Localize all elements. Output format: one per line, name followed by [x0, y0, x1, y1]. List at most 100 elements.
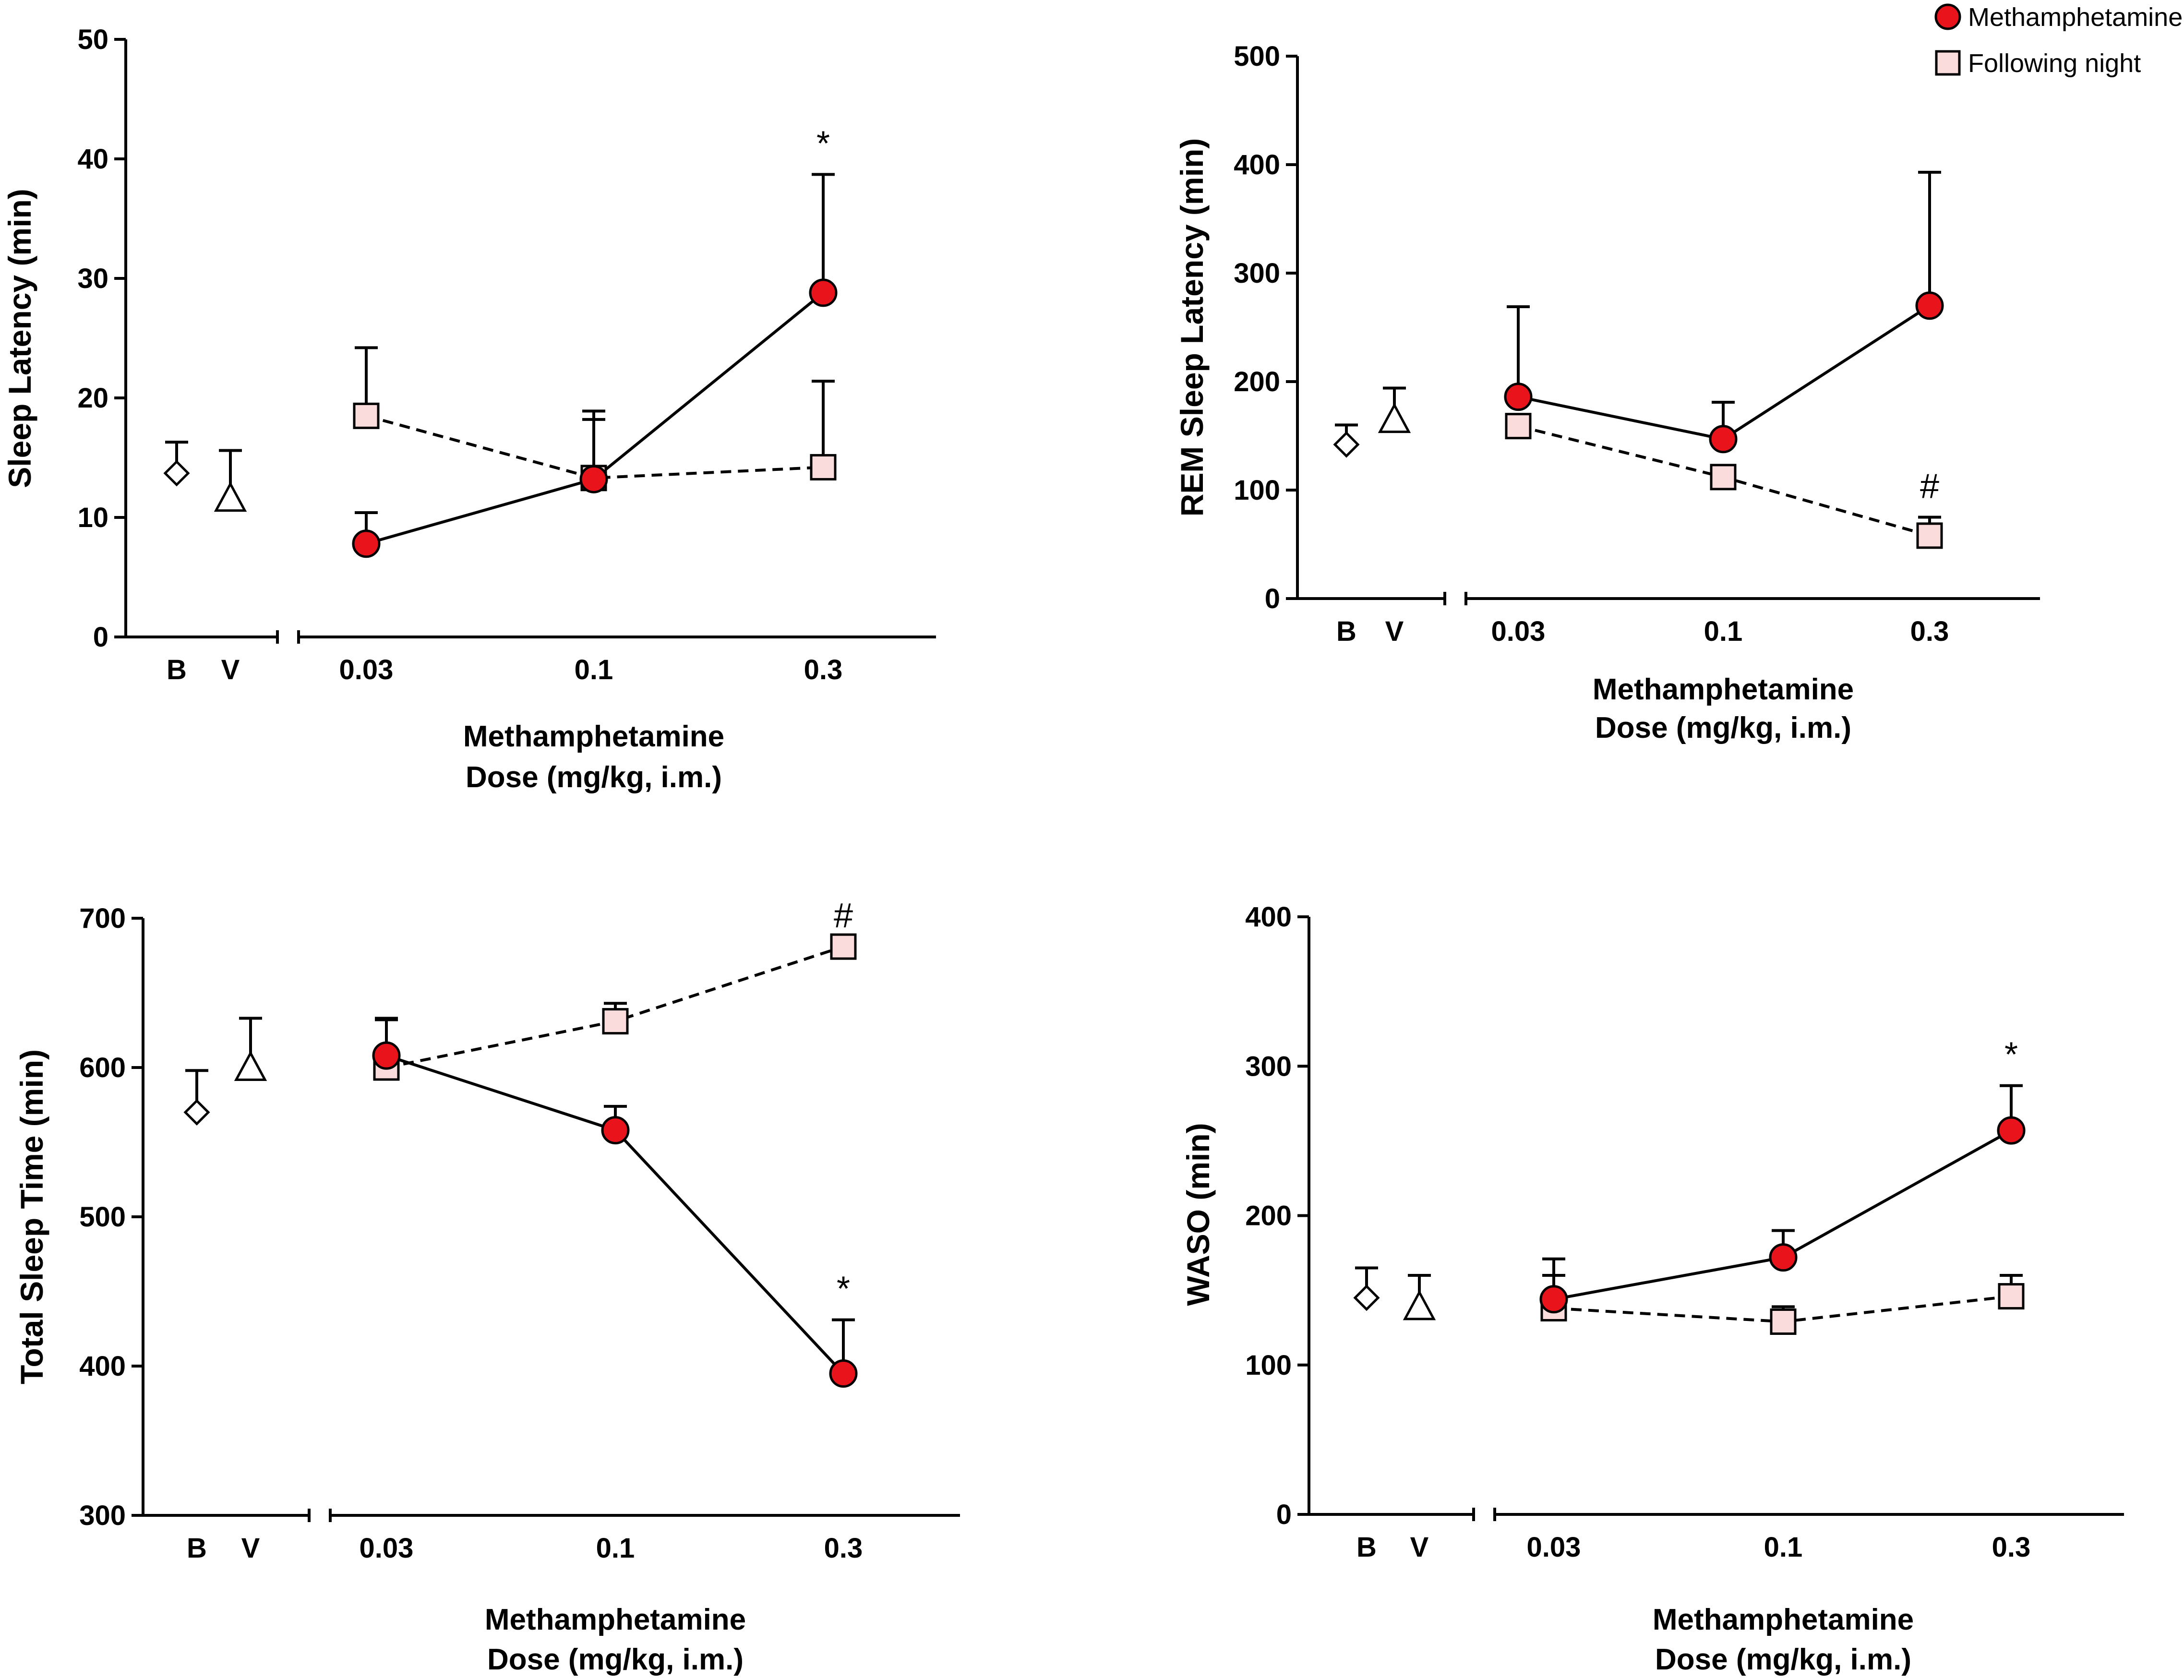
y-tick-label: 0: [1276, 1499, 1292, 1530]
x-tick-label-v: V: [241, 1533, 260, 1564]
y-tick-label: 10: [77, 502, 108, 533]
x-tick-label-v: V: [1410, 1532, 1429, 1563]
significance-hash: #: [1920, 468, 1939, 506]
y-tick-label: 500: [79, 1201, 126, 1233]
x-tick-label-b: B: [187, 1533, 207, 1564]
x-tick-label-v: V: [221, 654, 240, 685]
methamphetamine-point: [809, 278, 838, 307]
methamphetamine-point: [1769, 1243, 1798, 1272]
following-night-point: [353, 402, 380, 429]
baseline-diamond-marker: [1353, 1284, 1380, 1311]
legend-methamphetamine-marker: [1934, 3, 1961, 30]
y-tick-label: 30: [77, 263, 108, 294]
following-night-point: [1505, 413, 1532, 440]
y-axis-title: Sleep Latency (min): [2, 189, 37, 488]
y-tick-label: 0: [1265, 583, 1280, 614]
x-tick-label-dose: 0.1: [1704, 616, 1743, 647]
significance-asterisk: *: [2004, 1036, 2018, 1074]
y-tick-label: 300: [79, 1500, 126, 1531]
following-night-point: [830, 933, 857, 960]
methamphetamine-point: [579, 465, 608, 493]
x-tick-label-dose: 0.3: [804, 654, 843, 685]
methamphetamine-point: [829, 1359, 858, 1388]
methamphetamine-series-line: [386, 1054, 845, 1375]
y-tick-label: 500: [1234, 41, 1280, 72]
x-tick-label-b: B: [1356, 1532, 1377, 1563]
following-night-series-line: [366, 414, 824, 480]
y-tick-label: 200: [1245, 1200, 1292, 1232]
significance-asterisk: *: [837, 1270, 850, 1308]
y-tick-label: 40: [77, 144, 108, 175]
x-tick-label-b: B: [167, 654, 187, 685]
x-tick-label-dose: 0.03: [1491, 616, 1546, 647]
following-night-point: [1916, 522, 1943, 549]
y-tick-label: 400: [79, 1351, 126, 1382]
y-tick-label: 300: [1234, 258, 1280, 289]
methamphetamine-point: [1539, 1285, 1568, 1314]
panel-rem-sleep-latency: 0 100 200 300 400 500 B V 0.03 0.1 0.3 REM Sleep La…: [1174, 41, 2040, 744]
vehicle-triangle-marker: [1403, 1290, 1436, 1320]
y-tick-label: 100: [1234, 475, 1280, 506]
y-tick-label: 0: [93, 622, 108, 653]
x-tick-label-dose: 0.03: [1527, 1532, 1581, 1563]
vehicle-triangle-marker: [214, 481, 247, 512]
legend-methamphetamine-label: Methamphetamine: [1968, 3, 2183, 32]
following-night-point: [602, 1008, 629, 1035]
methamphetamine-point: [352, 529, 381, 558]
vehicle-triangle-marker: [234, 1050, 267, 1081]
y-tick-label: 400: [1234, 149, 1280, 180]
legend-following-night-label: Following night: [1968, 49, 2141, 78]
baseline-diamond-marker: [163, 460, 190, 487]
y-tick-label: 20: [77, 383, 108, 414]
following-night-point: [1770, 1308, 1797, 1335]
y-tick-label: 700: [79, 903, 126, 934]
x-tick-label-dose: 0.3: [824, 1533, 863, 1564]
x-tick-label-dose: 0.03: [360, 1533, 414, 1564]
methamphetamine-point: [1997, 1116, 2026, 1145]
methamphetamine-series-line: [1553, 1129, 2012, 1301]
x-axis-title-line1: Methamphetamine: [1593, 673, 1854, 706]
x-axis-title-line1: Methamphetamine: [485, 1603, 746, 1636]
x-tick-label-b: B: [1336, 616, 1356, 647]
methamphetamine-point: [1504, 383, 1533, 411]
baseline-diamond-marker: [1333, 431, 1360, 458]
y-axis-title: WASO (min): [1180, 1123, 1216, 1306]
x-tick-label-dose: 0.1: [575, 654, 613, 685]
x-axis-title-line2: Dose (mg/kg, i.m.): [1595, 711, 1851, 744]
x-axis-title-line1: Methamphetamine: [1653, 1603, 1914, 1636]
x-tick-label-dose: 0.1: [596, 1533, 635, 1564]
vehicle-triangle-marker: [1378, 402, 1411, 433]
x-tick-label-dose: 0.3: [1992, 1532, 2031, 1563]
methamphetamine-point: [372, 1041, 401, 1070]
legend-following-night-marker: [1935, 50, 1961, 76]
x-tick-label-dose: 0.1: [1764, 1532, 1803, 1563]
baseline-diamond-marker: [183, 1099, 210, 1126]
following-night-point: [1998, 1283, 2025, 1310]
methamphetamine-point: [1709, 425, 1738, 454]
x-tick-label-dose: 0.03: [339, 654, 394, 685]
panel-sleep-latency: 0 10 20 30 40 50 B V 0.03 0.1 0.3 Sleep Latency (mi…: [2, 24, 936, 794]
x-axis-title-line1: Methamphetamine: [463, 720, 724, 753]
methamphetamine-point: [1915, 291, 1944, 320]
legend: Methamphetamine Following night: [1934, 3, 2183, 78]
y-tick-label: 600: [79, 1052, 126, 1083]
x-tick-label-v: V: [1385, 616, 1404, 647]
panel-waso: 0 100 200 300 400 B V 0.03 0.1 0.3 WASO (min) Metha…: [1180, 901, 2124, 1676]
y-tick-label: 200: [1234, 366, 1280, 397]
following-night-point: [810, 454, 837, 480]
panel-total-sleep-time: 300 400 500 600 700 B V 0.03 0.1 0.3 Total Sleep T…: [14, 897, 960, 1676]
following-night-point: [1710, 464, 1737, 491]
y-tick-label: 100: [1245, 1350, 1292, 1381]
significance-hash: #: [834, 897, 853, 935]
significance-asterisk: *: [816, 124, 830, 163]
y-tick-label: 400: [1245, 901, 1292, 933]
methamphetamine-point: [601, 1116, 630, 1145]
y-axis-title: Total Sleep Time (min): [14, 1049, 49, 1384]
y-tick-label: 50: [77, 24, 108, 55]
x-axis-title-line2: Dose (mg/kg, i.m.): [466, 761, 722, 794]
x-tick-label-dose: 0.3: [1910, 616, 1949, 647]
y-tick-label: 300: [1245, 1051, 1292, 1082]
x-axis-title-line2: Dose (mg/kg, i.m.): [1655, 1643, 1911, 1676]
x-axis-title-line2: Dose (mg/kg, i.m.): [487, 1643, 744, 1676]
